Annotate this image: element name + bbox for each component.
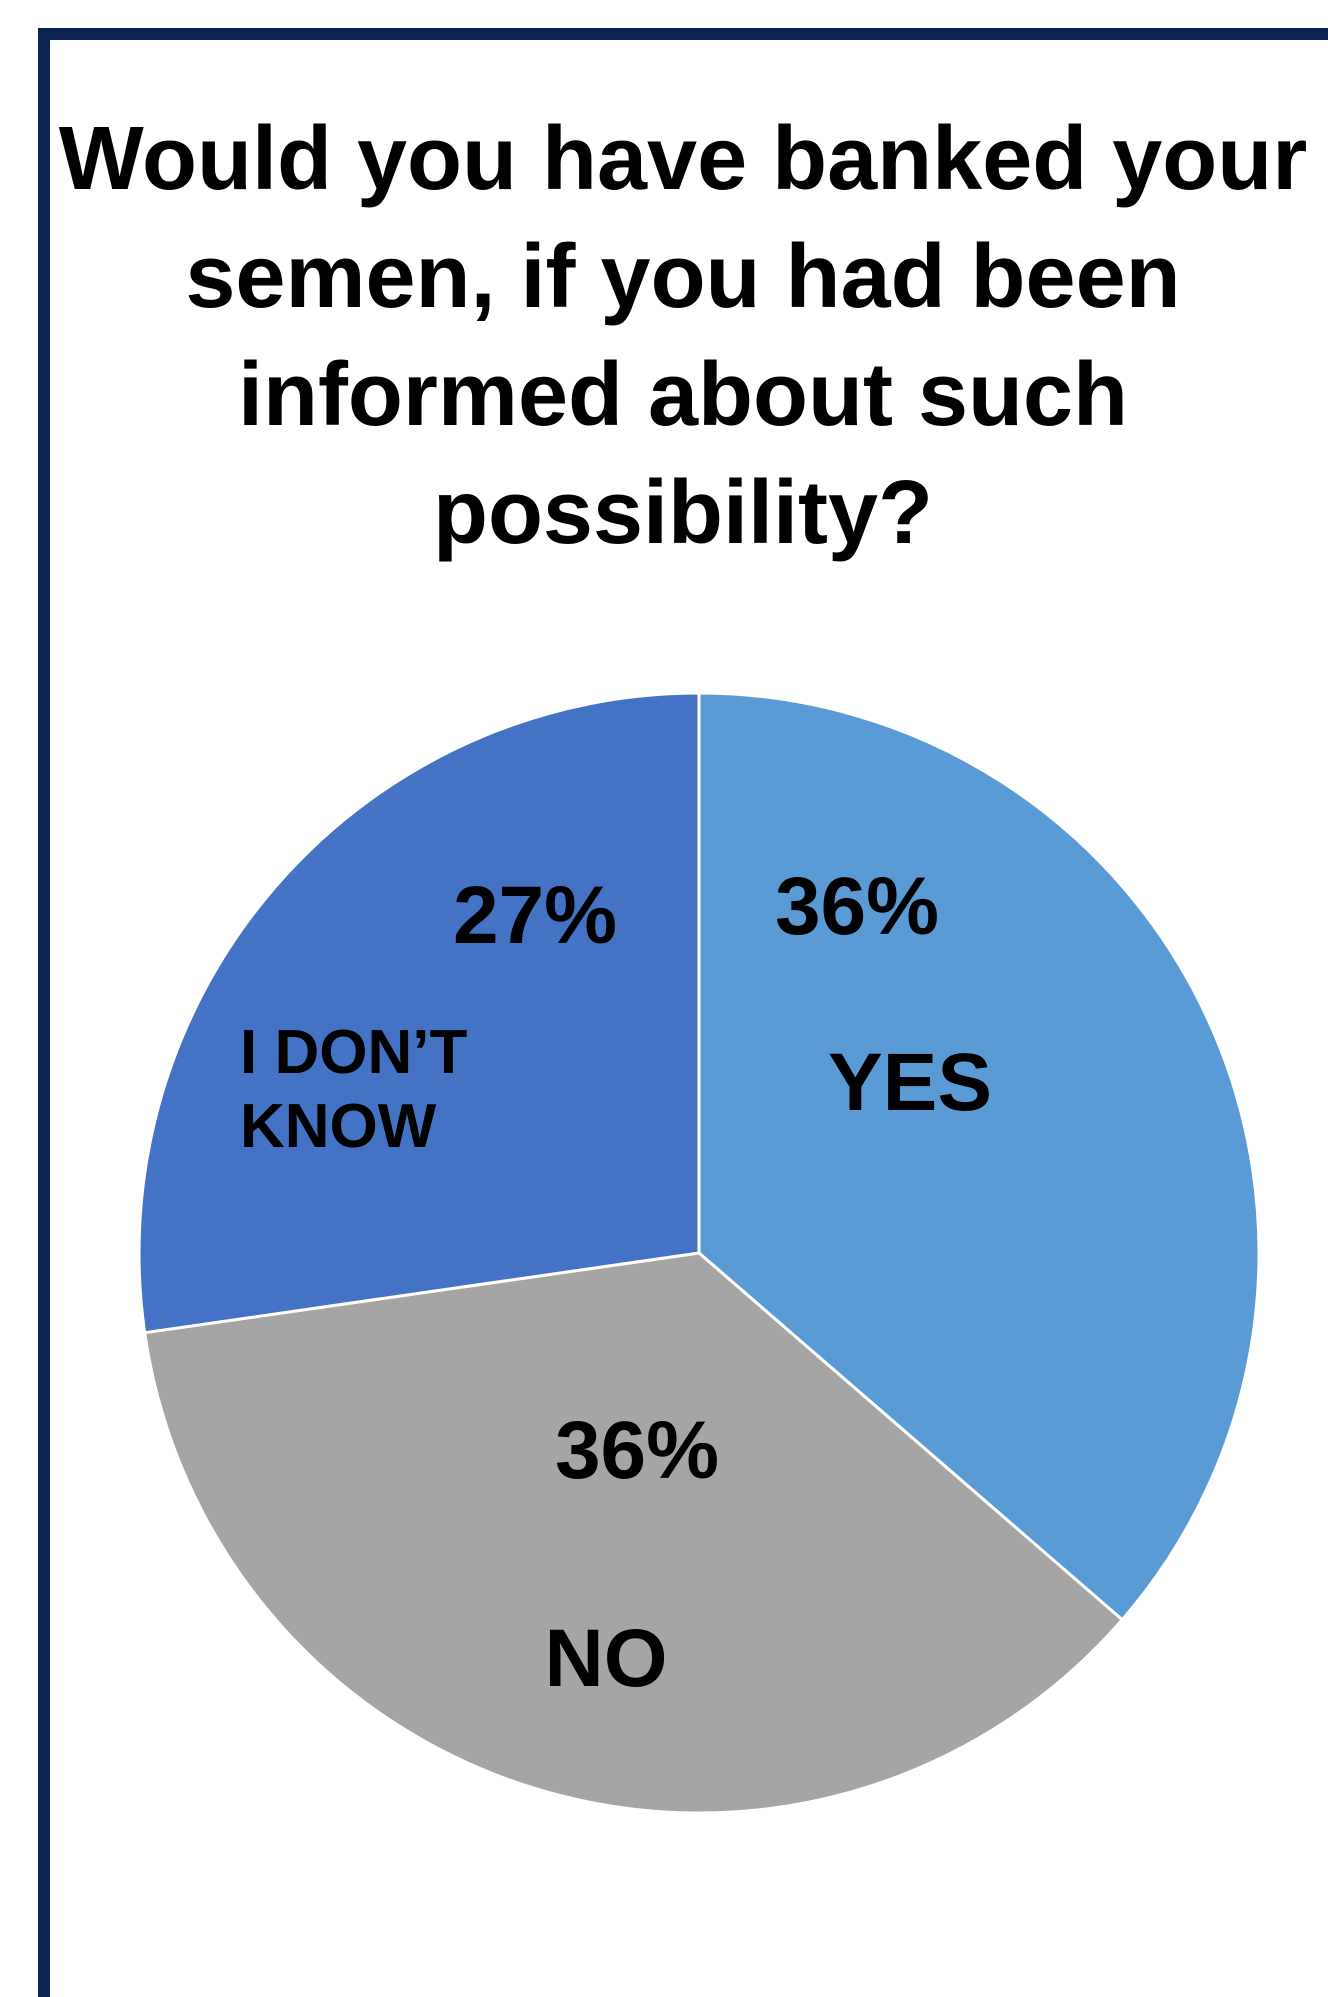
slice-category-label-yes: YES [828,1037,992,1128]
slice-category-label-idontknow-line: I DON’T [240,1018,467,1087]
slice-category-label-no: NO [545,1613,668,1704]
pie-slice-no [143,1251,1125,1815]
slice-value-label-no: 36% [555,1405,719,1496]
pie-slices [137,691,1261,1815]
slice-category-label-idontknow: I DON’T KNOW [240,1018,467,1161]
pie-slice-idontknow [137,691,701,1335]
slice-category-label-idontknow-line: KNOW [240,1092,437,1161]
pie-slice-yes [697,691,1261,1622]
slice-value-label-yes: 36% [775,861,939,952]
chart-title: Would you have banked your semen, if you… [58,109,1308,563]
slice-value-label-idontknow: 27% [453,870,617,961]
